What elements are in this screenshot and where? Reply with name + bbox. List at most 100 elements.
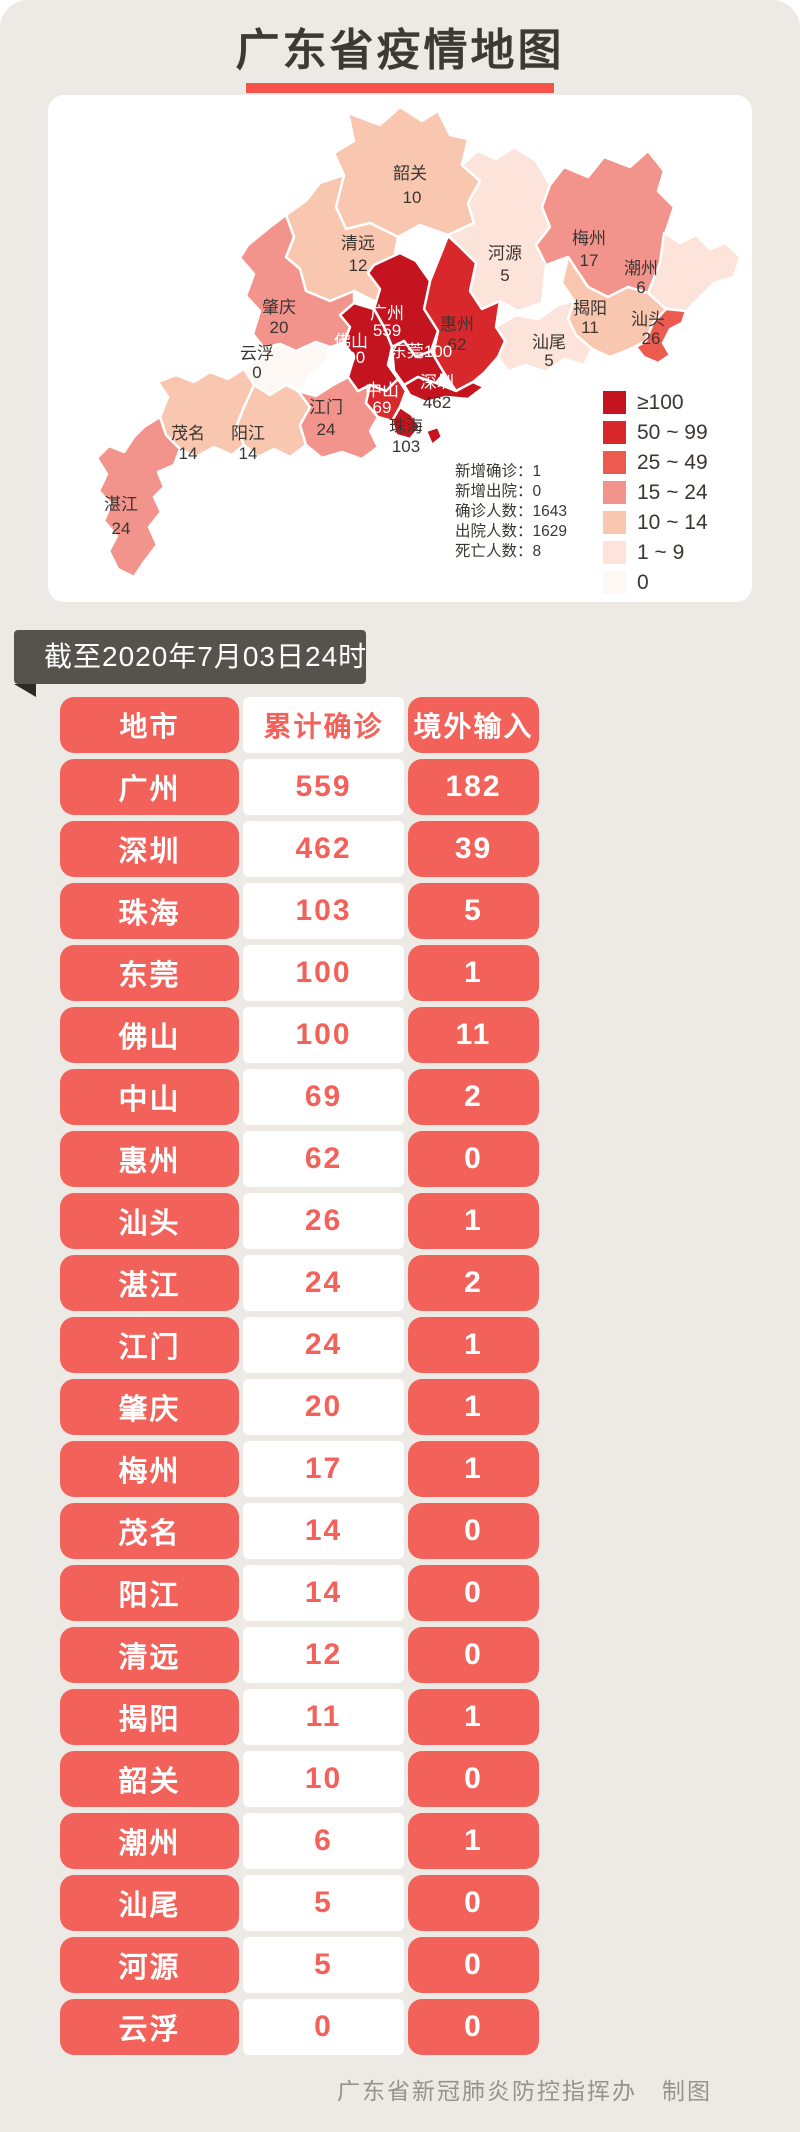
confirmed-cell: 14 xyxy=(243,1565,404,1621)
legend-item: 10 ~ 14 xyxy=(603,511,708,534)
map-region-label: 462 xyxy=(423,393,451,412)
map-region-label: 江门 xyxy=(309,398,343,417)
map-region-label: 12 xyxy=(349,256,368,275)
city-cell: 肇庆 xyxy=(60,1379,239,1435)
confirmed-cell: 5 xyxy=(243,1937,404,1993)
city-cell: 清远 xyxy=(60,1627,239,1683)
legend-swatch xyxy=(603,541,626,564)
map-region-label: 茂名 xyxy=(171,424,205,443)
map-region xyxy=(95,415,182,579)
legend-swatch xyxy=(603,511,626,534)
city-cell: 江门 xyxy=(60,1317,239,1373)
city-cell: 茂名 xyxy=(60,1503,239,1559)
city-cell: 汕头 xyxy=(60,1193,239,1249)
map-region-label: 24 xyxy=(112,519,131,538)
imported-cell: 0 xyxy=(408,1565,539,1621)
map-region-label: 湛江 xyxy=(104,495,138,514)
legend-label: ≥100 xyxy=(637,390,684,414)
city-cell: 佛山 xyxy=(60,1007,239,1063)
map-region xyxy=(424,425,444,447)
map-region-label: 深圳 xyxy=(420,373,454,392)
city-cell: 惠州 xyxy=(60,1131,239,1187)
map-region-label: 清远 xyxy=(341,234,375,253)
confirmed-cell: 14 xyxy=(243,1503,404,1559)
confirmed-cell: 462 xyxy=(243,821,404,877)
map-region xyxy=(634,307,688,365)
map-region-label: 11 xyxy=(581,318,599,337)
imported-cell: 2 xyxy=(408,1255,539,1311)
map-region-label: 揭阳 xyxy=(573,299,607,318)
map-legend: ≥100 50 ~ 99 25 ~ 49 15 ~ 24 10 ~ 14 1 ~ 9 0 xyxy=(603,391,708,601)
city-cell: 中山 xyxy=(60,1069,239,1125)
table-row: 汕头 26 1 xyxy=(60,1193,539,1249)
map-region xyxy=(390,339,446,387)
data-table: 地市 累计确诊 境外输入 广州 559 182 深圳 462 39 珠海 103 5 东莞 100 1 佛山 1… xyxy=(60,697,539,2061)
confirmed-cell: 24 xyxy=(243,1317,404,1373)
imported-cell: 0 xyxy=(408,1937,539,1993)
header-confirmed: 累计确诊 xyxy=(243,697,404,753)
map-region-label: 云浮 xyxy=(240,344,274,363)
confirmed-cell: 62 xyxy=(243,1131,404,1187)
legend-item: 1 ~ 9 xyxy=(603,541,708,564)
imported-cell: 39 xyxy=(408,821,539,877)
confirmed-cell: 24 xyxy=(243,1255,404,1311)
confirmed-cell: 17 xyxy=(243,1441,404,1497)
map-region xyxy=(390,405,422,441)
header-city: 地市 xyxy=(60,697,239,753)
header-imported: 境外输入 xyxy=(408,697,539,753)
imported-cell: 0 xyxy=(408,1999,539,2055)
legend-item: 15 ~ 24 xyxy=(603,481,708,504)
map-region-label: 梅州 xyxy=(572,229,606,248)
map-region-label: 珠海 xyxy=(389,417,423,436)
map-region-label: 河源 xyxy=(488,244,522,263)
page-title: 广东省疫情地图 xyxy=(235,26,565,75)
map-region-label: 26 xyxy=(642,329,661,348)
imported-cell: 1 xyxy=(408,1317,539,1373)
imported-cell: 0 xyxy=(408,1875,539,1931)
table-row: 梅州 17 1 xyxy=(60,1441,539,1497)
map-region-label: 中山 xyxy=(365,381,399,400)
date-banner: 截至2020年7月03日24时 xyxy=(14,630,366,684)
legend-item: ≥100 xyxy=(603,391,708,414)
imported-cell: 1 xyxy=(408,1813,539,1869)
confirmed-cell: 5 xyxy=(243,1875,404,1931)
map-region xyxy=(646,231,742,313)
legend-swatch xyxy=(603,571,626,594)
city-cell: 云浮 xyxy=(60,1999,239,2055)
legend-label: 15 ~ 24 xyxy=(637,480,708,504)
city-cell: 湛江 xyxy=(60,1255,239,1311)
map-region-label: 17 xyxy=(580,251,599,270)
confirmed-cell: 11 xyxy=(243,1689,404,1745)
imported-cell: 1 xyxy=(408,1689,539,1745)
imported-cell: 0 xyxy=(408,1627,539,1683)
stat-line: 新增确诊：1 xyxy=(455,463,542,480)
legend-label: 25 ~ 49 xyxy=(637,450,708,474)
imported-cell: 0 xyxy=(408,1503,539,1559)
table-row: 河源 5 0 xyxy=(60,1937,539,1993)
confirmed-cell: 10 xyxy=(243,1751,404,1807)
imported-cell: 0 xyxy=(408,1131,539,1187)
table-row: 肇庆 20 1 xyxy=(60,1379,539,1435)
table-row: 惠州 62 0 xyxy=(60,1131,539,1187)
map-region-label: 惠州 xyxy=(440,315,474,334)
city-cell: 阳江 xyxy=(60,1565,239,1621)
city-cell: 韶关 xyxy=(60,1751,239,1807)
map-region xyxy=(446,145,552,313)
legend-label: 10 ~ 14 xyxy=(637,510,708,534)
confirmed-cell: 0 xyxy=(243,1999,404,2055)
imported-cell: 11 xyxy=(408,1007,539,1063)
map-region-label: 10 xyxy=(403,188,422,207)
map-region-label: 100 xyxy=(337,348,365,367)
stat-line: 新增出院：0 xyxy=(455,483,542,500)
table-row: 东莞 100 1 xyxy=(60,945,539,1001)
table-row: 湛江 24 2 xyxy=(60,1255,539,1311)
city-cell: 东莞 xyxy=(60,945,239,1001)
map-region-label: 阳江 xyxy=(231,424,265,443)
map-region-label: 103 xyxy=(392,437,420,456)
map-region-label: 69 xyxy=(373,398,392,417)
legend-swatch xyxy=(603,391,626,414)
table-row: 珠海 103 5 xyxy=(60,883,539,939)
map-region-label: 汕头 xyxy=(631,310,665,329)
table-row: 韶关 10 0 xyxy=(60,1751,539,1807)
